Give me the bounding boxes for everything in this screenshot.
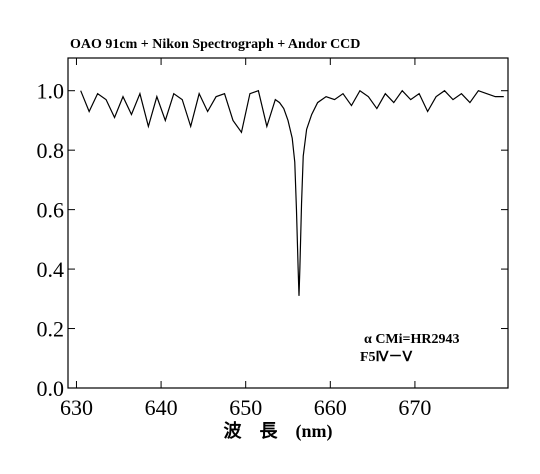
y-tick-label: 0.4 — [37, 257, 65, 282]
x-tick-label: 660 — [314, 395, 347, 420]
annotation: α CMi=HR2943 — [364, 332, 460, 347]
x-tick-label: 650 — [229, 395, 262, 420]
x-axis-label: 波 長 (nm) — [224, 420, 333, 442]
x-tick-label: 630 — [60, 395, 93, 420]
y-tick-label: 0.0 — [37, 376, 65, 401]
y-tick-label: 0.8 — [37, 138, 65, 163]
y-tick-label: 0.2 — [37, 317, 65, 342]
annotation: F5Ⅳ－Ⅴ — [360, 350, 412, 365]
y-tick-label: 1.0 — [37, 79, 65, 104]
x-tick-label: 640 — [145, 395, 178, 420]
spectrum-line — [80, 89, 504, 296]
plot-frame — [67, 57, 509, 389]
y-tick-label: 0.6 — [37, 198, 65, 223]
chart-title: OAO 91cm + Nikon Spectrograph + Andor CC… — [70, 37, 360, 52]
x-tick-label: 670 — [398, 395, 431, 420]
